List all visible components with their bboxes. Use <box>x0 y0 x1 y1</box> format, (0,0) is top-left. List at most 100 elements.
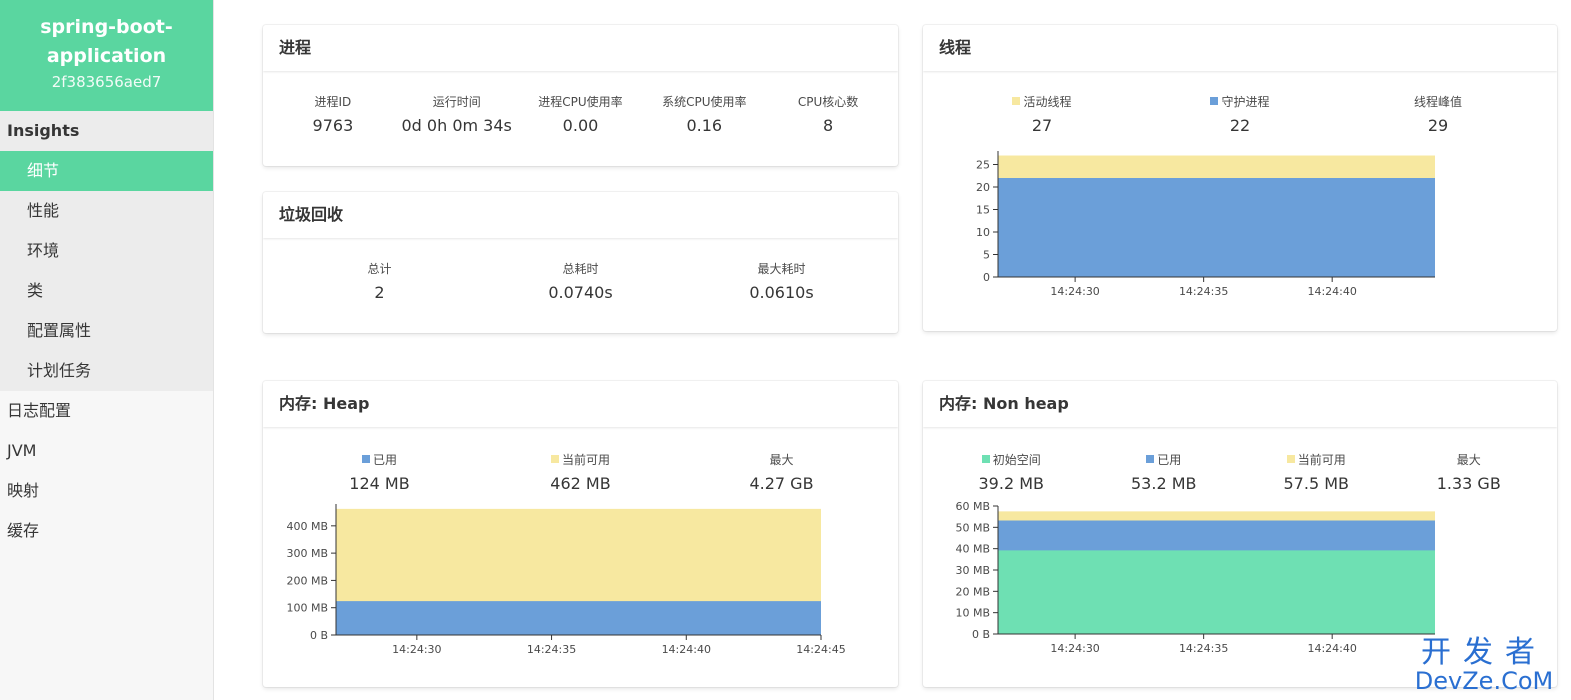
app-name: spring-boot-application <box>40 16 173 67</box>
stat-value: 0d 0h 0m 34s <box>401 116 512 135</box>
gc-stats: 总计 2 总耗时 0.0740s 最大耗时 0.0610s <box>263 260 898 308</box>
stat-value: 22 <box>1229 116 1251 135</box>
nav-item-jvm[interactable]: JVM <box>7 441 37 460</box>
stat-pid: 进程ID 9763 <box>271 93 395 141</box>
stat-gc-max-time: 最大耗时 0.0610s <box>681 260 882 308</box>
process-card-title: 进程 <box>263 25 898 71</box>
stat-heap-used: 已用 124 MB <box>279 451 480 499</box>
stat-value: 9763 <box>312 116 354 135</box>
stat-label: 最大 <box>769 453 794 467</box>
stat-value: 57.5 MB <box>1283 474 1350 493</box>
nav-item-details[interactable]: 细节 <box>0 151 213 191</box>
nav-item-logging[interactable]: 日志配置 <box>7 401 72 420</box>
sidebar: spring-boot-application 2f383656aed7 Ins… <box>0 0 214 700</box>
stat-value: 0.00 <box>562 116 599 135</box>
y-tick-label: 20 MB <box>955 585 990 598</box>
legend-swatch <box>550 455 559 463</box>
stat-value: 39.2 MB <box>978 474 1045 493</box>
stat-value: 0.0740s <box>548 283 613 302</box>
threads-chart: 0 5 10 15 20 25 14:24:30 14:24:35 14:24:40 <box>976 151 1435 298</box>
legend-label: 当前可用 <box>1297 453 1346 467</box>
y-tick-label: 300 MB <box>286 547 328 560</box>
stat-nonheap-committed: 当前可用 57.5 MB <box>1240 451 1393 499</box>
process-stats: 进程ID 9763 运行时间 0d 0h 0m 34s 进程CPU使用率 0.0… <box>263 93 898 141</box>
stat-label: 进程ID <box>314 95 352 109</box>
stat-label: 运行时间 <box>432 95 481 109</box>
y-tick-label: 0 B <box>310 629 328 642</box>
nav-item-environment[interactable]: 环境 <box>27 241 60 260</box>
legend-swatch <box>981 455 990 463</box>
nav-insights[interactable]: Insights <box>7 121 80 140</box>
stat-gc-count: 总计 2 <box>279 260 480 308</box>
x-tick-label: 14:24:30 <box>1050 285 1099 298</box>
stat-live-threads: 活动线程 27 <box>943 93 1141 141</box>
y-tick-label: 30 MB <box>955 564 990 577</box>
nav-item-classes[interactable]: 类 <box>27 281 44 300</box>
threads-card: 线程 活动线程 27 守护进程 22 线程峰值 29 0 5 10 15 20 25 14:… <box>923 25 1557 331</box>
stat-heap-max: 最大 4.27 GB <box>681 451 882 499</box>
y-tick-label: 40 MB <box>955 543 990 556</box>
x-tick-label: 14:24:40 <box>1307 285 1356 298</box>
stat-peak-threads: 线程峰值 29 <box>1339 93 1537 141</box>
heap-card: 内存: Heap 已用 124 MB 当前可用 462 MB 最大 4.27 G… <box>263 381 898 687</box>
stat-gc-total-time: 总耗时 0.0740s <box>480 260 681 308</box>
stat-label: 线程峰值 <box>1413 95 1462 109</box>
stat-cpu-cores: CPU核心数 8 <box>766 93 890 141</box>
legend-swatch <box>1210 97 1219 105</box>
stat-nonheap-init: 初始空间 39.2 MB <box>935 451 1088 499</box>
nonheap-chart: 0 B 10 MB 20 MB 30 MB 40 MB 50 MB 60 MB 14:24:3… <box>955 500 1435 655</box>
main-content: 进程 进程ID 9763 运行时间 0d 0h 0m 34s 进程CPU使用率 … <box>214 0 1571 700</box>
stat-value: 29 <box>1427 116 1449 135</box>
watermark-cn: 开发者 <box>1421 635 1547 670</box>
nav-item-caches[interactable]: 缓存 <box>7 521 40 540</box>
stat-label: 总计 <box>367 262 392 276</box>
y-tick-label: 400 MB <box>286 520 328 533</box>
stat-label: 总耗时 <box>562 262 599 276</box>
stat-nonheap-max: 最大 1.33 GB <box>1393 451 1546 499</box>
y-tick-label: 25 <box>976 159 990 172</box>
app-header[interactable]: spring-boot-application 2f383656aed7 <box>0 0 213 111</box>
stat-value: 27 <box>1031 116 1053 135</box>
legend-label: 活动线程 <box>1023 95 1072 109</box>
legend-swatch <box>1146 455 1155 463</box>
stat-value: 8 <box>822 116 834 135</box>
area-series-0 <box>998 178 1435 277</box>
x-tick-label: 14:24:40 <box>1307 642 1356 655</box>
nav-item-mappings[interactable]: 映射 <box>7 481 40 500</box>
watermark-en: DevZe.CoM <box>1414 667 1554 695</box>
stat-label: 已用 <box>1088 451 1241 469</box>
gc-card-title: 垃圾回收 <box>263 192 898 238</box>
area-series-0 <box>336 601 821 635</box>
legend-label: 已用 <box>1157 453 1182 467</box>
stat-label: 最大耗时 <box>757 262 806 276</box>
y-tick-label: 50 MB <box>955 521 990 534</box>
stat-label: CPU核心数 <box>797 95 859 109</box>
stat-label: 当前可用 <box>1240 451 1393 469</box>
legend-label: 守护进程 <box>1221 95 1270 109</box>
nav-item-scheduled-tasks[interactable]: 计划任务 <box>27 361 92 380</box>
stat-label: 守护进程 <box>1141 93 1339 111</box>
nav-item-config-properties[interactable]: 配置属性 <box>27 321 92 340</box>
nonheap-card-title: 内存: Non heap <box>923 381 1557 427</box>
legend-swatch <box>1286 455 1295 463</box>
stat-value: 0.16 <box>686 116 723 135</box>
y-tick-label: 60 MB <box>955 500 990 513</box>
nav-item-performance[interactable]: 性能 <box>27 201 60 220</box>
y-tick-label: 5 <box>983 249 990 262</box>
y-tick-label: 10 MB <box>955 607 990 620</box>
stat-value: 124 MB <box>349 474 410 493</box>
x-tick-label: 14:24:35 <box>1179 642 1228 655</box>
stat-system-cpu: 系统CPU使用率 0.16 <box>642 93 766 141</box>
stat-label: 最大 <box>1456 453 1481 467</box>
y-tick-label: 100 MB <box>286 602 328 615</box>
heap-card-title: 内存: Heap <box>263 381 898 427</box>
stat-label: 进程CPU使用率 <box>538 95 623 109</box>
stat-label: 系统CPU使用率 <box>662 95 747 109</box>
stat-value: 2 <box>374 283 385 302</box>
legend-swatch <box>361 455 370 463</box>
stat-label: 当前可用 <box>480 451 681 469</box>
stat-value: 4.27 GB <box>749 474 814 493</box>
stat-value: 1.33 GB <box>1436 474 1501 493</box>
x-tick-label: 14:24:30 <box>1050 642 1099 655</box>
stat-daemon-threads: 守护进程 22 <box>1141 93 1339 141</box>
